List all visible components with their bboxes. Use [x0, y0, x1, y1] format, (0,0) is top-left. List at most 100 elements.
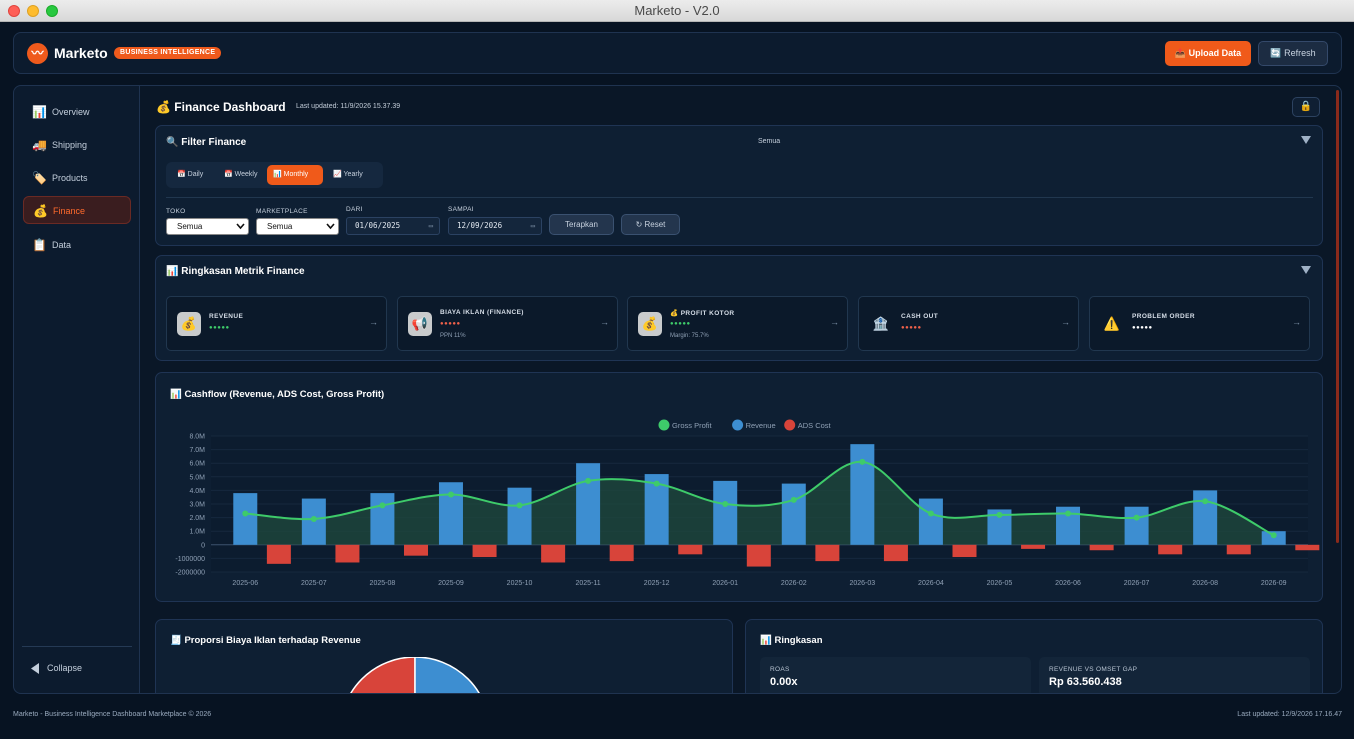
period-selector: 📅 Daily 📅 Weekly 📊 Monthly 📈 Yearly	[166, 162, 383, 188]
ads-cost-bar	[1089, 544, 1114, 551]
scrollbar[interactable]	[1336, 90, 1339, 543]
refresh-button[interactable]: 🔄 Refresh	[1258, 41, 1328, 66]
metric-subtext: Margin: 75.7%	[670, 333, 709, 339]
chevron-down-icon[interactable]	[1301, 136, 1311, 144]
y-tick-label: 0	[201, 542, 205, 549]
revenue-bar	[507, 487, 532, 545]
lock-button[interactable]: 🔒	[1292, 97, 1320, 117]
gross-profit-point	[379, 502, 386, 509]
metric-card-profit-kotor[interactable]: 💰 💰 PROFIT KOTOR ●●●●● Margin: 75.7% →	[627, 296, 848, 351]
filter-summary: Semua	[758, 138, 781, 145]
gross-profit-point	[1065, 510, 1072, 517]
pie-slice-ads-cost	[350, 657, 416, 693]
gross-profit-point	[242, 510, 249, 517]
gross-profit-point	[1133, 514, 1140, 521]
x-tick-label: 2026-08	[1192, 580, 1218, 587]
revenue-bar	[644, 474, 669, 545]
metric-label: CASH OUT	[901, 313, 939, 320]
close-window-button[interactable]	[8, 5, 20, 17]
legend-label: ADS Cost	[798, 421, 832, 430]
sampai-date-input[interactable]: 12/09/2026 ▭	[448, 217, 542, 235]
x-tick-label: 2025-12	[644, 580, 670, 587]
metric-subtext: PPN 11%	[440, 333, 466, 339]
sidebar-item-finance[interactable]: 💰 Finance	[23, 196, 131, 224]
y-tick-label: -1000000	[175, 556, 205, 563]
x-tick-label: 2026-01	[712, 580, 738, 587]
x-tick-label: 2025-11	[576, 580, 601, 587]
metric-card-problem-order[interactable]: ⚠️ PROBLEM ORDER ●●●●● →	[1089, 296, 1310, 351]
legend-marker	[732, 419, 744, 431]
metric-value: ●●●●●	[901, 325, 922, 331]
sidebar-item-label: Products	[52, 173, 88, 183]
cashflow-chart: 8.0M 7.0M 6.0M 5.0M 4.0M 3.0M 2.0M 1.0M 0 -100000…	[175, 419, 1320, 587]
sidebar-item-data[interactable]: 📋 Data	[23, 231, 131, 259]
sidebar-item-label: Shipping	[52, 140, 88, 150]
apply-button[interactable]: Terapkan	[549, 214, 614, 235]
x-tick-label: 2025-09	[438, 580, 464, 587]
y-tick-label: 7.0M	[189, 447, 205, 454]
toko-value: Semua	[177, 222, 203, 231]
metrics-title: 📊 Ringkasan Metrik Finance	[166, 266, 305, 277]
brand-badge: BUSINESS INTELLIGENCE	[114, 47, 222, 59]
tag-icon: 🏷️	[32, 171, 47, 185]
metric-value: ●●●●●	[440, 321, 461, 327]
window-title: Marketo - V2.0	[634, 3, 720, 18]
page-title: 💰 Finance Dashboard	[156, 100, 286, 114]
ads-cost-bar	[404, 544, 429, 556]
period-weekly-button[interactable]: 📅 Weekly	[224, 171, 258, 178]
ads-cost-bar	[335, 544, 360, 563]
megaphone-icon: 📢	[408, 312, 432, 336]
metric-label: REVENUE	[209, 313, 244, 320]
chevron-down-icon[interactable]	[1301, 266, 1311, 274]
toko-select[interactable]: Semua	[166, 218, 249, 235]
metric-card-cash-out[interactable]: 🏦 CASH OUT ●●●●● →	[858, 296, 1079, 351]
y-tick-label: 8.0M	[189, 434, 205, 441]
x-tick-label: 2026-07	[1124, 580, 1150, 587]
gross-profit-point	[653, 480, 660, 487]
maximize-window-button[interactable]	[46, 5, 58, 17]
y-tick-label: 6.0M	[189, 461, 205, 468]
revenue-bar	[438, 482, 463, 545]
period-monthly-button[interactable]: 📊 Monthly	[267, 165, 323, 185]
metric-label: BIAYA IKLAN (FINANCE)	[440, 309, 524, 316]
collapse-button[interactable]: Collapse	[31, 663, 82, 675]
upload-data-button[interactable]: 📤 Upload Data	[1165, 41, 1251, 66]
metric-value: ●●●●●	[670, 321, 691, 327]
collapse-icon	[31, 663, 39, 675]
dari-date-input[interactable]: 01/06/2025 ▭	[346, 217, 440, 235]
chart-icon: 📊	[32, 105, 47, 119]
roas-label: ROAS	[770, 666, 790, 673]
gross-profit-point	[790, 496, 797, 503]
ads-cost-bar	[266, 544, 291, 564]
footer-copyright: Marketo - Business Intelligence Dashboar…	[13, 711, 212, 718]
minimize-window-button[interactable]	[27, 5, 39, 17]
y-tick-label: 5.0M	[189, 474, 205, 481]
app-header: 〰 Marketo BUSINESS INTELLIGENCE 📤 Upload…	[13, 32, 1342, 74]
window-titlebar: Marketo - V2.0	[0, 0, 1354, 22]
filter-panel: 🔍 Filter Finance Semua 📅 Daily 📅 Weekly …	[155, 125, 1323, 246]
gross-profit-area	[245, 461, 1274, 545]
reset-button[interactable]: ↻ Reset	[621, 214, 680, 235]
calendar-icon: ▭	[428, 222, 433, 230]
roas-box: ROAS 0.00x	[760, 657, 1031, 693]
gross-profit-point	[996, 511, 1003, 518]
marketplace-select[interactable]: Semua	[256, 218, 339, 235]
ads-cost-bar	[815, 544, 840, 562]
toko-label: TOKO	[166, 208, 186, 215]
warning-icon: ⚠️	[1103, 316, 1121, 331]
sidebar-item-shipping[interactable]: 🚚 Shipping	[23, 131, 131, 159]
ads-cost-bar	[609, 544, 634, 562]
metric-card-biaya-iklan[interactable]: 📢 BIAYA IKLAN (FINANCE) ●●●●● PPN 11% →	[397, 296, 618, 351]
metric-card-revenue[interactable]: 💰 REVENUE ●●●●● →	[166, 296, 387, 351]
legend-marker	[658, 419, 670, 431]
sidebar-item-products[interactable]: 🏷️ Products	[23, 164, 131, 192]
marketplace-label: MARKETPLACE	[256, 208, 308, 215]
period-yearly-button[interactable]: 📈 Yearly	[333, 171, 363, 178]
proporsi-card: 🧾 Proporsi Biaya Iklan terhadap Revenue	[155, 619, 733, 693]
revenue-bar	[918, 498, 943, 545]
sidebar-item-overview[interactable]: 📊 Overview	[23, 98, 131, 126]
arrow-right-icon: →	[369, 317, 378, 327]
revenue-gap-box: REVENUE VS OMSET GAP Rp 63.560.438	[1039, 657, 1310, 693]
x-tick-label: 2025-10	[507, 580, 533, 587]
period-daily-button[interactable]: 📅 Daily	[177, 171, 204, 178]
